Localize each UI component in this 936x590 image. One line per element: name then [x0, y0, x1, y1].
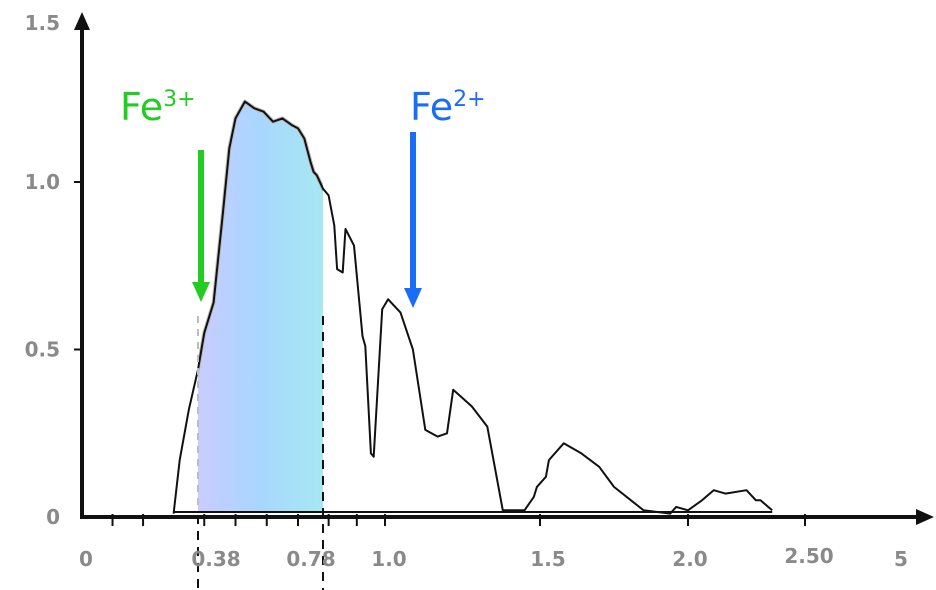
y-ticks	[74, 181, 84, 351]
ion-annotations: Fe3+ Fe2+	[120, 85, 486, 308]
x-tick-label: 0	[79, 547, 93, 571]
y-tick-label: 1.5	[25, 11, 60, 35]
x-tick-label: 2.0	[672, 547, 707, 571]
x-tick-labels: 0 0.38 0.78 1.0 1.5 2.0 2.50 5	[79, 544, 908, 571]
ion-arrow-head	[404, 288, 422, 308]
x-tick-label: 1.5	[530, 547, 565, 571]
x-tick-label: 2.50	[784, 544, 833, 568]
y-tick-label: 1.0	[25, 170, 60, 194]
ion-label: Fe2+	[410, 85, 486, 129]
y-tick-label: 0.5	[25, 338, 60, 362]
y-axis-arrowhead	[74, 12, 90, 30]
ion-label: Fe3+	[120, 85, 196, 129]
x-axis-arrowhead	[916, 509, 934, 525]
y-tick-labels: 0 0.5 1.0 1.5	[25, 11, 60, 529]
x-tick-label: 0.78	[286, 547, 335, 571]
x-tick-label: 1.0	[371, 547, 406, 571]
x-tick-label: 0.38	[191, 547, 240, 571]
ion-arrow-head	[192, 282, 210, 302]
absorption-curve	[172, 100, 773, 515]
y-tick-label: 0	[46, 505, 60, 529]
x-tick-label: 5	[894, 547, 908, 571]
visible-spectrum-band	[198, 101, 323, 512]
x-ticks	[111, 514, 806, 526]
